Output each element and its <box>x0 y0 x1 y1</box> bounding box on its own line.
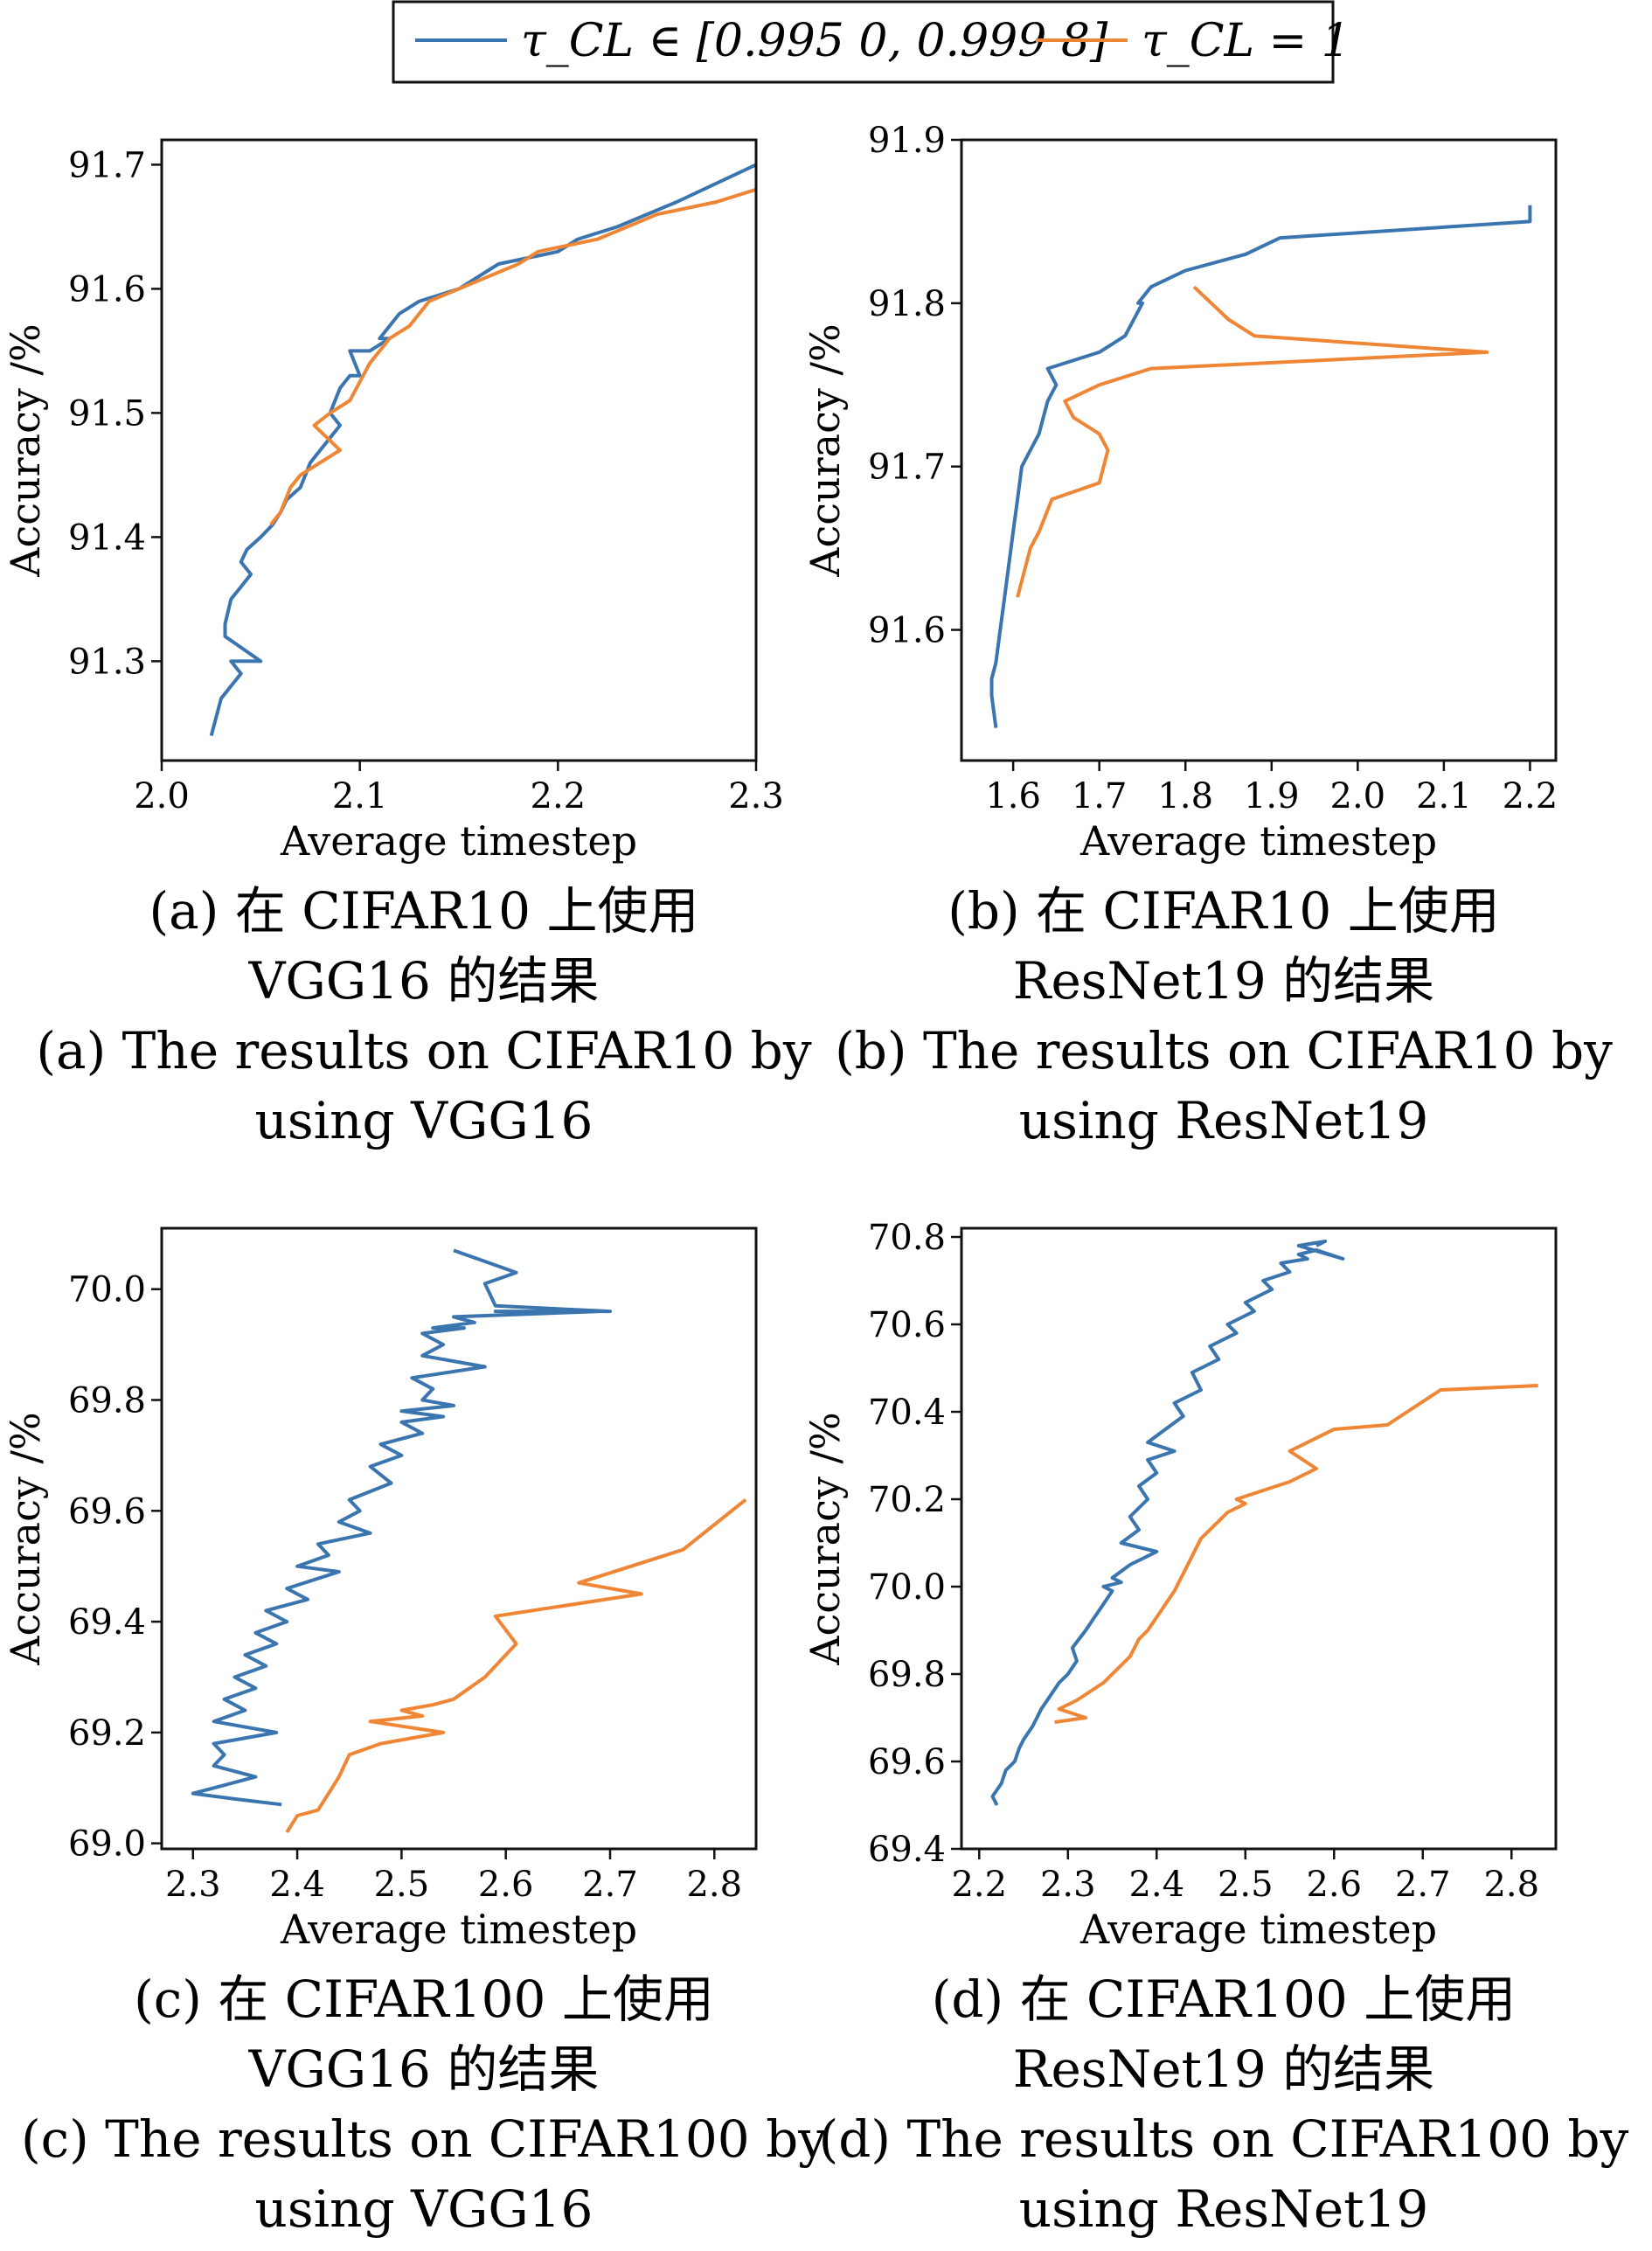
y-tick-label: 91.8 <box>868 284 946 324</box>
x-axis-label: Average timestep <box>1079 817 1437 865</box>
series-line-orange <box>1054 1384 1538 1724</box>
y-tick-label: 91.6 <box>68 269 146 309</box>
y-tick-label: 70.8 <box>868 1218 946 1258</box>
x-axis-label: Average timestep <box>280 1906 637 1953</box>
series-line-blue <box>191 1248 612 1807</box>
plot-frame <box>160 138 758 762</box>
y-tick-label: 69.6 <box>68 1491 146 1532</box>
caption-zh-line: (a) 在 CIFAR10 上使用 <box>149 881 699 941</box>
x-tick-label: 2.2 <box>531 776 587 816</box>
series-line-blue <box>990 1240 1345 1806</box>
series-line-blue <box>989 205 1532 728</box>
plot-frame <box>960 1226 1558 1851</box>
series-line-orange <box>285 1498 747 1834</box>
x-tick-label: 2.7 <box>1395 1865 1451 1905</box>
x-tick-label: 2.0 <box>134 776 190 816</box>
y-tick-label: 91.4 <box>68 518 146 558</box>
caption-zh-line: (b) 在 CIFAR10 上使用 <box>947 881 1500 941</box>
y-tick-label: 70.0 <box>68 1270 146 1310</box>
series-line-orange <box>1016 285 1489 598</box>
y-tick-label: 69.8 <box>68 1381 146 1421</box>
x-tick-label: 2.6 <box>478 1865 534 1905</box>
y-tick-label: 69.6 <box>868 1742 946 1782</box>
x-tick-label: 2.6 <box>1306 1865 1362 1905</box>
legend: τ_CL ∈ [0.995 0, 0.999 8] τ_CL = 1 <box>392 0 1350 84</box>
y-axis-label: Accuracy /% <box>2 1412 49 1665</box>
caption-en-line: using VGG16 <box>255 1091 593 1150</box>
x-axis-label: Average timestep <box>280 817 637 865</box>
y-tick-label: 91.5 <box>68 393 146 434</box>
x-tick-label: 2.8 <box>1483 1865 1539 1905</box>
x-tick-label: 2.3 <box>728 776 784 816</box>
panel-c: 2.3 2.4 2.5 2.6 2.7 2.8 69.0 69.2 69.4 69.6 69.8 70… <box>2 1226 827 2239</box>
y-tick-label: 69.8 <box>868 1655 946 1695</box>
x-tick-label: 2.2 <box>1503 776 1558 816</box>
caption-en-line: (b) The results on CIFAR10 by <box>835 1021 1613 1080</box>
x-axis-label: Average timestep <box>1079 1906 1437 1953</box>
legend-label-blue: τ_CL ∈ [0.995 0, 0.999 8] <box>521 15 1108 67</box>
x-tick-label: 2.4 <box>1128 1865 1184 1905</box>
caption-en-line: using ResNet19 <box>1019 2179 1429 2239</box>
caption-en-line: (c) The results on CIFAR100 by <box>21 2109 827 2169</box>
x-tick-label: 2.1 <box>332 776 388 816</box>
x-tick-label: 2.5 <box>374 1865 430 1905</box>
y-tick-label: 70.0 <box>868 1567 946 1608</box>
caption-zh-line: (d) 在 CIFAR100 上使用 <box>932 1970 1516 2029</box>
y-tick-label: 70.2 <box>868 1480 946 1520</box>
y-tick-label: 69.0 <box>68 1824 146 1865</box>
x-tick-label: 2.1 <box>1416 776 1472 816</box>
y-axis-label: Accuracy /% <box>802 323 849 577</box>
legend-label-orange: τ_CL = 1 <box>1142 15 1350 67</box>
panel-b: 1.6 1.7 1.8 1.9 2.0 2.1 2.2 91.6 91.7 91.8 91.9 Ave… <box>802 121 1613 1150</box>
caption-zh-line: VGG16 的结果 <box>248 2039 600 2099</box>
y-axis-label: Accuracy /% <box>802 1412 849 1665</box>
y-tick-label: 91.9 <box>868 121 946 161</box>
caption-en-line: (d) The results on CIFAR100 by <box>819 2109 1629 2169</box>
x-tick-label: 2.8 <box>686 1865 742 1905</box>
y-tick-label: 69.4 <box>68 1602 146 1643</box>
x-tick-label: 1.7 <box>1072 776 1128 816</box>
y-axis-label: Accuracy /% <box>2 323 49 577</box>
panel-d: 2.2 2.3 2.4 2.5 2.6 2.7 2.8 69.4 69.6 69.8 70.0 70.… <box>802 1218 1629 2239</box>
caption-zh-line: VGG16 的结果 <box>248 951 600 1011</box>
x-tick-label: 1.8 <box>1157 776 1213 816</box>
y-tick-label: 69.4 <box>868 1830 946 1870</box>
legend-box <box>392 0 1335 84</box>
caption-en-line: using ResNet19 <box>1019 1091 1429 1150</box>
x-tick-label: 1.6 <box>985 776 1041 816</box>
y-tick-label: 91.7 <box>868 448 946 488</box>
x-tick-label: 1.9 <box>1244 776 1300 816</box>
y-tick-label: 69.2 <box>68 1713 146 1754</box>
caption-en-line: (a) The results on CIFAR10 by <box>36 1021 811 1080</box>
caption-zh-line: ResNet19 的结果 <box>1013 951 1434 1011</box>
y-tick-label: 91.6 <box>868 611 946 651</box>
y-tick-label: 70.4 <box>868 1393 946 1433</box>
caption-zh-line: (c) 在 CIFAR100 上使用 <box>134 1970 714 2029</box>
series-line-blue <box>209 163 757 737</box>
y-tick-label: 91.3 <box>68 642 146 682</box>
y-tick-label: 91.7 <box>68 145 146 185</box>
x-tick-label: 2.3 <box>1040 1865 1096 1905</box>
caption-zh-line: ResNet19 的结果 <box>1013 2039 1434 2099</box>
x-tick-label: 2.5 <box>1218 1865 1274 1905</box>
panel-a: 2.0 2.1 2.2 2.3 91.3 91.4 91.5 91.6 91.7 Average … <box>2 138 812 1150</box>
caption-en-line: using VGG16 <box>255 2179 593 2239</box>
y-tick-label: 70.6 <box>868 1305 946 1345</box>
x-tick-label: 2.3 <box>165 1865 221 1905</box>
plot-frame <box>160 1226 758 1851</box>
x-tick-label: 2.0 <box>1330 776 1386 816</box>
x-tick-label: 2.2 <box>951 1865 1007 1905</box>
plot-frame <box>960 138 1558 762</box>
series-line-orange <box>269 187 757 526</box>
x-tick-label: 2.4 <box>269 1865 325 1905</box>
x-tick-label: 2.7 <box>582 1865 638 1905</box>
